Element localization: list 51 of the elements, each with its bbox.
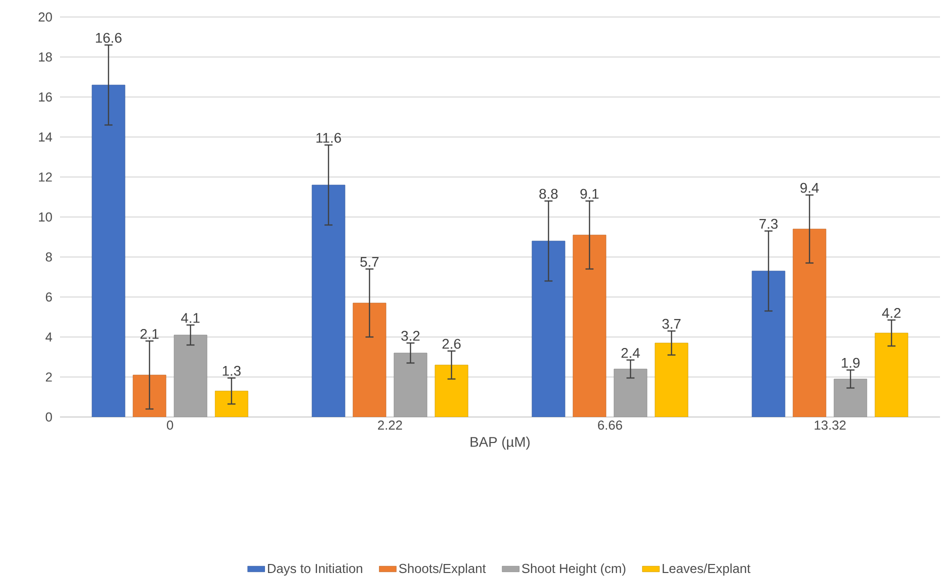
y-tick-label: 8 (46, 252, 52, 262)
data-label: 2.1 (140, 329, 159, 339)
data-label: 3.7 (662, 318, 681, 329)
bar (874, 332, 908, 417)
y-tick-label: 4 (46, 332, 52, 342)
y-tick-label: 18 (38, 52, 52, 62)
bar (532, 240, 566, 417)
data-label: 1.9 (842, 358, 860, 368)
bar (834, 378, 868, 417)
y-tick-label: 16 (38, 92, 52, 102)
bar (174, 334, 208, 417)
bar (434, 364, 468, 417)
y-tick-label: 20 (38, 12, 52, 22)
data-label: 5.7 (360, 257, 379, 267)
x-tick-label: 13.32 (814, 420, 846, 430)
bar (752, 270, 786, 417)
data-label: 16.6 (96, 32, 122, 43)
bar (614, 368, 648, 417)
data-label: 7.3 (759, 218, 778, 229)
data-label: 3.2 (401, 330, 420, 341)
bar (394, 352, 428, 417)
y-tick-label: 2 (46, 372, 52, 382)
bar (92, 84, 126, 417)
bar (312, 184, 346, 417)
y-tick-label: 12 (38, 172, 52, 182)
x-tick-label: 6.66 (598, 420, 622, 430)
bar (654, 342, 688, 417)
bar (792, 228, 826, 417)
data-label: 4.1 (181, 313, 200, 323)
x-tick-label: 0 (166, 420, 174, 430)
data-label: 2.4 (621, 348, 640, 358)
bar (352, 302, 386, 417)
y-tick-label: 10 (38, 212, 52, 222)
data-label: 8.8 (539, 188, 558, 199)
y-tick-label: 0 (46, 412, 52, 422)
y-tick-label: 6 (46, 292, 52, 302)
data-label: 2.6 (442, 338, 461, 349)
legend-label: Shoots/Explant (399, 564, 486, 576)
x-tick-label: 2.22 (378, 420, 402, 430)
data-label: 11.6 (316, 132, 341, 143)
data-label: 9.4 (800, 182, 819, 193)
bar (572, 234, 606, 417)
data-label: 1.3 (222, 366, 241, 376)
legend-label: Days to Initiation (268, 564, 362, 576)
data-label: 4.2 (882, 308, 901, 318)
legend-label: Shoot Height (cm) (522, 564, 626, 576)
x-axis-title: BAP (µM) (470, 436, 530, 450)
legend-label: Leaves/Explant (662, 564, 750, 576)
y-tick-label: 14 (38, 132, 52, 142)
bar (214, 390, 248, 417)
data-label: 9.1 (580, 188, 599, 199)
